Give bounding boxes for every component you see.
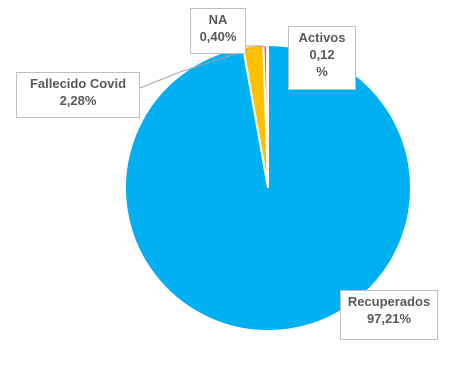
data-label-recuperados-name: Recuperados (347, 294, 431, 309)
data-label-na: NA 0,40% (190, 8, 246, 54)
data-label-fallecido-covid-value: 2,28% (59, 93, 97, 108)
pie-slice-recuperados (124, 43, 412, 332)
data-label-na-name: NA (208, 12, 228, 27)
leader-line-fallecido-covid (139, 49, 249, 89)
data-label-activos-name: Activos (298, 30, 346, 45)
data-label-recuperados: Recuperados 97,21% (340, 290, 438, 340)
data-label-activos: Activos 0,12 % (288, 26, 356, 90)
data-label-activos-value: 0,12 (309, 47, 335, 62)
data-label-na-value: 0,40% (199, 29, 237, 44)
data-label-fallecido-covid: Fallecido Covid 2,28% (16, 72, 140, 118)
data-label-fallecido-covid-name: Fallecido Covid (29, 76, 127, 91)
data-label-activos-percent: % (316, 64, 328, 79)
data-label-recuperados-value: 97,21% (366, 311, 412, 326)
